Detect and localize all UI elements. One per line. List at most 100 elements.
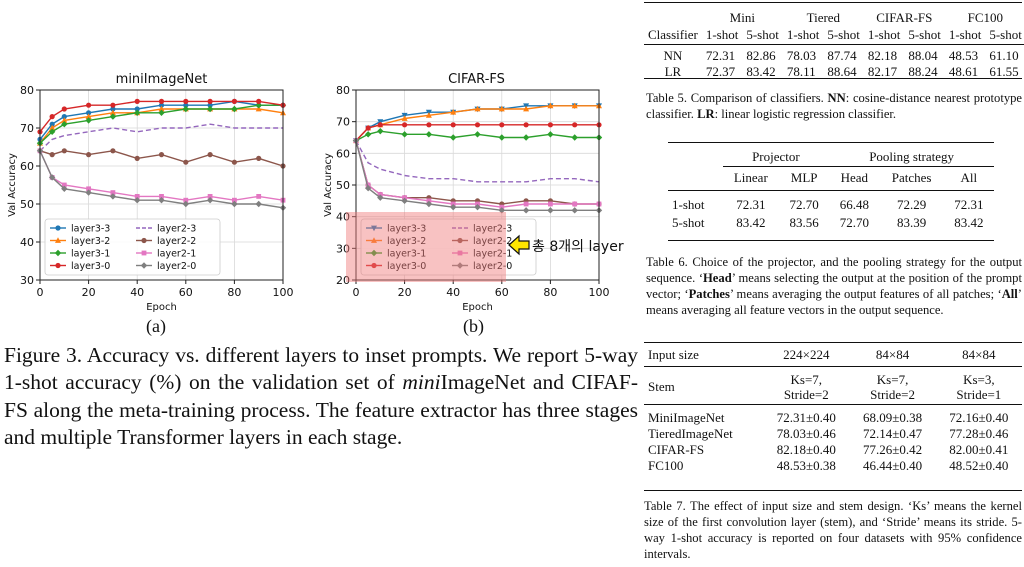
x-axis-label: Epoch <box>146 302 177 313</box>
data-point <box>61 182 67 188</box>
table7-cell: 82.18±0.40 <box>776 442 836 457</box>
data-point <box>231 105 238 113</box>
table7-cell: 82.00±0.41 <box>949 442 1009 457</box>
data-point <box>49 124 56 131</box>
data-point <box>61 106 67 112</box>
data-point <box>450 108 457 115</box>
table6-caption-part: Head <box>703 271 732 285</box>
series-layer3-1 <box>352 127 603 144</box>
data-point <box>256 155 262 161</box>
data-point <box>371 225 377 232</box>
table6-group-pooling: Pooling strategy <box>829 148 994 167</box>
table5-cell: 72.37 <box>705 64 736 79</box>
legend-label: layer2-3 <box>473 224 512 235</box>
data-point <box>134 106 140 112</box>
table6-cell: 72.31 <box>954 197 984 212</box>
table6-caption-part: ’ means averaging all feature vectors in… <box>646 287 1022 317</box>
x-tick-label: 100 <box>589 286 610 299</box>
table5-row-label: LR <box>664 64 682 79</box>
data-point <box>548 201 553 207</box>
table5-shot-header: 1-shot <box>948 26 982 42</box>
legend-label: layer3-1 <box>71 249 110 260</box>
data-point <box>571 134 578 141</box>
plot-a-sublabel: (a) <box>146 316 166 336</box>
data-point <box>255 200 262 208</box>
legend-label: layer2-1 <box>157 249 196 260</box>
table5-caption-part: NN <box>827 91 846 105</box>
series-line <box>355 140 599 208</box>
data-point <box>572 122 578 128</box>
y-tick-label: 30 <box>20 274 34 287</box>
data-point <box>158 109 165 116</box>
data-point <box>134 197 141 204</box>
legend-label: layer3-0 <box>387 261 426 272</box>
table7-cell: 72.16±0.40 <box>949 410 1009 425</box>
table7-cell: 68.09±0.38 <box>862 410 923 425</box>
table7-row-label: TieredImageNet <box>648 426 733 441</box>
data-point <box>498 207 505 214</box>
table7-cell: 72.14±0.47 <box>862 426 923 441</box>
legend-label: layer3-2 <box>71 236 110 247</box>
plot-frame <box>39 89 284 281</box>
data-point <box>49 121 55 127</box>
table5-row-label: NN <box>663 48 683 63</box>
table5-cell: 78.03 <box>786 48 817 63</box>
legend-highlight-box <box>346 212 506 282</box>
table7-input-size: 224×224 <box>783 346 830 362</box>
data-point <box>134 194 140 199</box>
table7-stem-label: Stem <box>648 379 675 395</box>
table5-caption: Table 5. Comparison of classifiers. NN: … <box>646 90 1022 122</box>
table7-row-label: CIFAR-FS <box>648 442 705 457</box>
plot-b-title: CIFAR-FS <box>448 72 505 87</box>
data-point <box>182 105 189 113</box>
x-tick-label: 40 <box>446 286 460 299</box>
table7-cell: 48.52±0.40 <box>949 458 1009 473</box>
legend-label: layer3-3 <box>387 224 426 235</box>
table6-cell: 83.42 <box>954 215 984 230</box>
x-tick-label: 40 <box>130 286 144 299</box>
data-point <box>547 122 553 128</box>
y-tick-label: 70 <box>336 116 350 129</box>
table7-stem-stride: Stride=2 <box>783 386 829 402</box>
legend-label: layer2-0 <box>473 261 512 272</box>
data-point <box>371 237 377 243</box>
data-point <box>498 105 505 112</box>
x-tick-label: 80 <box>227 286 241 299</box>
table6-cell: 72.70 <box>789 197 819 212</box>
data-point <box>425 200 433 208</box>
table5: Mini Tiered CIFAR-FS FC100 Classifier 1-… <box>644 10 1024 80</box>
data-point <box>134 155 140 161</box>
table-row: 5-shot 83.42 83.56 72.70 83.39 83.42 <box>668 214 994 232</box>
data-point <box>61 121 68 128</box>
data-point <box>232 197 237 203</box>
table6-caption-part: Patches <box>688 287 730 301</box>
data-point <box>61 114 67 120</box>
table6-cell: 83.56 <box>789 215 819 230</box>
x-tick-label: 20 <box>398 286 412 299</box>
x-tick-label: 60 <box>495 286 509 299</box>
table6-row-label: 5-shot <box>672 215 705 230</box>
data-point <box>456 262 464 269</box>
data-point <box>86 102 92 108</box>
data-point <box>231 98 237 104</box>
data-point <box>474 105 481 112</box>
table-row: MiniImageNet 72.31±0.40 68.09±0.38 72.16… <box>644 410 1022 426</box>
table6-group-projector: Projector <box>722 148 830 167</box>
table-row: TieredImageNet 78.03±0.46 72.14±0.47 77.… <box>644 426 1022 442</box>
data-point <box>401 197 408 205</box>
data-point <box>61 148 67 154</box>
table6-col-header: Head <box>840 170 869 185</box>
table5-cell: 82.18 <box>867 48 898 63</box>
data-point <box>207 102 213 108</box>
table6-caption-part: Table 6. Choice of the projector, and th… <box>646 255 1022 285</box>
data-point <box>377 127 384 135</box>
series-line <box>39 104 283 144</box>
table6-cell: 83.42 <box>736 215 766 230</box>
x-tick-label: 60 <box>179 286 193 299</box>
legend-label: layer2-2 <box>473 236 512 247</box>
series-line <box>355 140 600 183</box>
data-point <box>450 122 456 128</box>
data-point <box>141 237 147 244</box>
data-point <box>182 200 189 208</box>
